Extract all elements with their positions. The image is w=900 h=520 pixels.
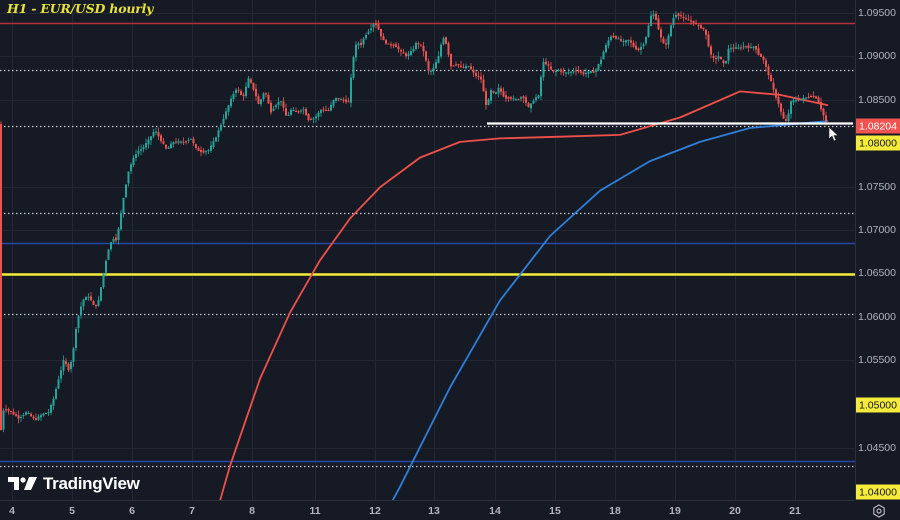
time-tick-label: 5 [69, 505, 75, 517]
price-tick-label: 1.06000 [858, 311, 896, 323]
time-tick-label: 19 [669, 505, 681, 517]
price-tick-label: 1.09500 [858, 7, 896, 19]
last-price-badge: 1.08204 [856, 118, 900, 134]
price-tick-label: 1.09000 [858, 50, 896, 62]
horizontal-levels [0, 22, 855, 468]
time-tick-label: 14 [489, 505, 501, 517]
chart-plot-area[interactable] [0, 0, 855, 500]
price-tick-label: 1.07500 [858, 181, 896, 193]
price-tick-label: 1.05500 [858, 354, 896, 366]
time-tick-label: 4 [9, 505, 15, 517]
time-tick-label: 12 [369, 505, 381, 517]
price-tick-label: 1.07000 [858, 224, 896, 236]
price-tick-label: 1.04500 [858, 442, 896, 454]
time-tick-label: 7 [189, 505, 195, 517]
level-price-badge: 1.04000 [856, 484, 900, 500]
time-tick-label: 6 [129, 505, 135, 517]
time-tick-label: 20 [729, 505, 741, 517]
moving-averages [219, 90, 829, 500]
tradingview-logo-text: TradingView [43, 474, 140, 493]
time-tick-label: 11 [309, 505, 321, 517]
price-tick-label: 1.08500 [858, 94, 896, 106]
level-price-badge: 1.05000 [856, 397, 900, 413]
price-tick-label: 1.06500 [858, 267, 896, 279]
level-price-badge: 1.08000 [856, 135, 900, 151]
time-tick-label: 13 [428, 505, 440, 517]
time-tick-label: 8 [249, 505, 255, 517]
time-tick-label: 15 [549, 505, 561, 517]
tradingview-logo-icon [8, 477, 37, 490]
time-tick-label: 18 [609, 505, 621, 517]
chart-title: H1 - EUR/USD hourly [7, 1, 154, 16]
time-tick-label: 21 [789, 505, 801, 517]
tradingview-logo[interactable]: TradingView [8, 474, 140, 494]
candlesticks [0, 10, 827, 433]
time-axis[interactable]: 4 5 6 7 8 11 12 13 14 15 18 19 20 21 [0, 500, 855, 520]
gear-icon[interactable] [872, 504, 886, 518]
grid-lines [0, 0, 855, 500]
price-axis[interactable]: 1.09500 1.09000 1.08500 1.07500 1.07000 1.065… [855, 0, 900, 500]
mouse-pointer-icon [829, 127, 839, 142]
